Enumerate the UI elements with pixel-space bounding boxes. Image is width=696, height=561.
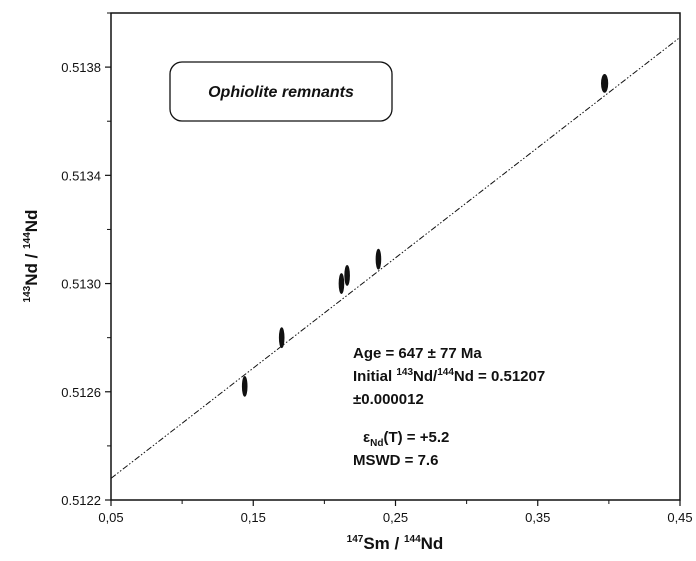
- data-point: [278, 327, 285, 349]
- mswd-annotation: MSWD = 7.6: [353, 452, 438, 469]
- data-point: [338, 273, 345, 294]
- initial-sup2: 144: [437, 367, 454, 378]
- x-title-main2: Nd: [421, 534, 444, 553]
- data-point: [241, 375, 248, 397]
- x-tick-label: 0,15: [241, 510, 266, 525]
- y-title-sup1: 143: [22, 285, 33, 302]
- data-points: [241, 73, 609, 397]
- data-point: [375, 248, 382, 270]
- epsilon-sub: Nd: [370, 438, 383, 449]
- x-title-sup2: 144: [404, 534, 421, 545]
- x-tick-label: 0,05: [98, 510, 123, 525]
- x-title-sup1: 147: [347, 534, 364, 545]
- initial-error-annotation: ±0.000012: [353, 391, 424, 408]
- initial-ratio-annotation: Initial 143Nd/144Nd = 0.51207: [353, 367, 545, 385]
- initial-mid: Nd/: [413, 368, 438, 385]
- x-tick-label: 0,45: [667, 510, 692, 525]
- epsilon-annotation: εNd(T) = +5.2: [363, 429, 449, 449]
- y-title-main2: Nd: [22, 210, 41, 233]
- y-tick-label: 0.5122: [61, 493, 101, 508]
- y-tick-label: 0.5138: [61, 60, 101, 75]
- initial-prefix: Initial: [353, 368, 396, 385]
- data-point: [601, 73, 609, 93]
- y-tick-label: 0.5134: [61, 168, 101, 183]
- initial-sup1: 143: [396, 367, 413, 378]
- y-tick-label: 0.5126: [61, 385, 101, 400]
- y-axis-title: 143Nd / 144Nd: [22, 210, 41, 303]
- x-title-main1: Sm /: [363, 534, 404, 553]
- epsilon-rest: (T) = +5.2: [383, 429, 449, 446]
- y-title-sup2: 144: [22, 232, 33, 249]
- y-tick-label: 0.5130: [61, 277, 101, 292]
- x-tick-label: 0,35: [525, 510, 550, 525]
- legend-label: Ophiolite remnants: [208, 84, 354, 101]
- legend-box: [169, 61, 393, 122]
- epsilon-symbol: ε: [363, 429, 370, 446]
- tick-group: 0,05 0,15 0,25 0,35 0,45 0.5122 0.5126 0.5130 0.…: [61, 12, 693, 525]
- x-axis-title: 147Sm / 144Nd: [347, 534, 444, 553]
- x-tick-label: 0,25: [383, 510, 408, 525]
- initial-suffix: Nd = 0.51207: [454, 368, 545, 385]
- age-annotation: Age = 647 ± 77 Ma: [353, 345, 482, 362]
- y-title-main1: Nd /: [22, 249, 41, 286]
- data-point: [344, 265, 350, 286]
